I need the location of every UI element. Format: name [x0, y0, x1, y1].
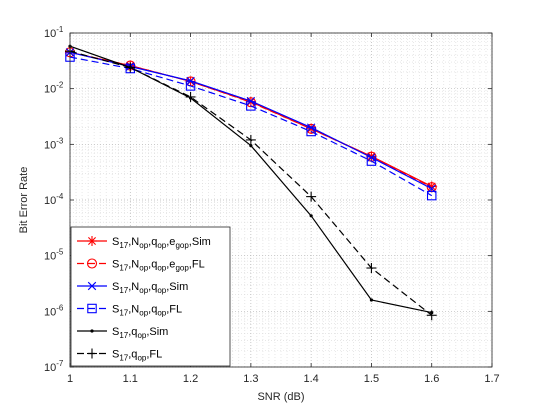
circle-marker	[86, 258, 98, 269]
square-marker	[366, 156, 377, 166]
legend-label: S17​,Nop​,qop​,egop​,FL	[112, 259, 205, 273]
dot-marker	[90, 329, 94, 333]
legend-label: S17​,qop​,FL	[112, 349, 162, 363]
grid	[69, 32, 493, 368]
square-marker	[87, 303, 97, 314]
dot-marker	[249, 143, 253, 148]
x-tick-label: 1.3	[243, 373, 258, 385]
series-layer	[64, 44, 437, 321]
plus-marker	[185, 91, 196, 102]
dot-marker	[369, 298, 374, 302]
plus-marker	[125, 62, 136, 73]
x-tick-label: 1.6	[424, 373, 439, 385]
x-marker	[186, 76, 195, 86]
plus-marker	[306, 191, 317, 202]
x-tick-label: 1.2	[183, 373, 198, 385]
y-tick-label: 10-1	[44, 25, 64, 40]
y-tick-label: 10-3	[44, 136, 64, 151]
legend-item-1: S17​,Nop​,qop​,egop​,Sim	[77, 236, 211, 250]
square-marker	[426, 190, 437, 201]
x-tick-label: 1.4	[303, 373, 318, 385]
plus-marker	[245, 134, 256, 145]
x-tick-label: 1.1	[123, 373, 138, 385]
legend-item-4: S17​,Nop​,qop​,FL	[77, 304, 182, 318]
x-marker	[87, 281, 97, 291]
legend-item-6: S17​,qop​,FL	[77, 348, 162, 363]
x-axis-label: SNR (dB)	[257, 391, 304, 403]
plus-marker	[366, 263, 377, 274]
x-marker	[367, 153, 376, 162]
plus-marker	[426, 310, 437, 321]
legend-label: S17​,qop​,Sim	[112, 326, 168, 340]
dot-marker	[309, 214, 313, 218]
y-tick-label: 10-7	[44, 359, 64, 374]
x-tick-label: 1.7	[484, 373, 499, 385]
y-tick-label: 10-2	[44, 81, 64, 96]
legend: S17​,Nop​,qop​,egop​,Sim S17​,Nop​,qop​,e…	[70, 226, 231, 367]
square-marker	[185, 81, 196, 91]
x-tick-label: 1.5	[364, 373, 379, 385]
legend-item-3: S17​,Nop​,qop​,Sim	[77, 281, 188, 295]
square-marker	[306, 126, 316, 137]
y-tick-label: 10-4	[44, 192, 64, 207]
axis-ticks: 1 1.1 1.2 1.3 1.4 1.5 1.6 1.7 10-7 10-6 10-5 10-4 10…	[44, 25, 500, 385]
y-tick-label: 10-6	[44, 303, 64, 318]
square-marker	[246, 101, 256, 111]
legend-box	[70, 226, 231, 367]
legend-item-5: S17​,qop​,Sim	[77, 326, 168, 340]
legend-label: S17​,Nop​,qop​,egop​,Sim	[112, 236, 211, 250]
legend-label: S17​,Nop​,qop​,Sim	[112, 281, 188, 295]
x-tick-label: 1	[67, 373, 73, 385]
plus-marker	[87, 348, 97, 359]
legend-label: S17​,Nop​,qop​,FL	[112, 304, 182, 318]
legend-item-2: S17​,Nop​,qop​,egop​,FL	[77, 258, 205, 273]
asterisk-marker	[87, 236, 97, 246]
x-marker	[246, 96, 256, 106]
y-tick-label: 10-5	[44, 248, 64, 263]
y-axis-label: Bit Error Rate	[18, 167, 30, 234]
